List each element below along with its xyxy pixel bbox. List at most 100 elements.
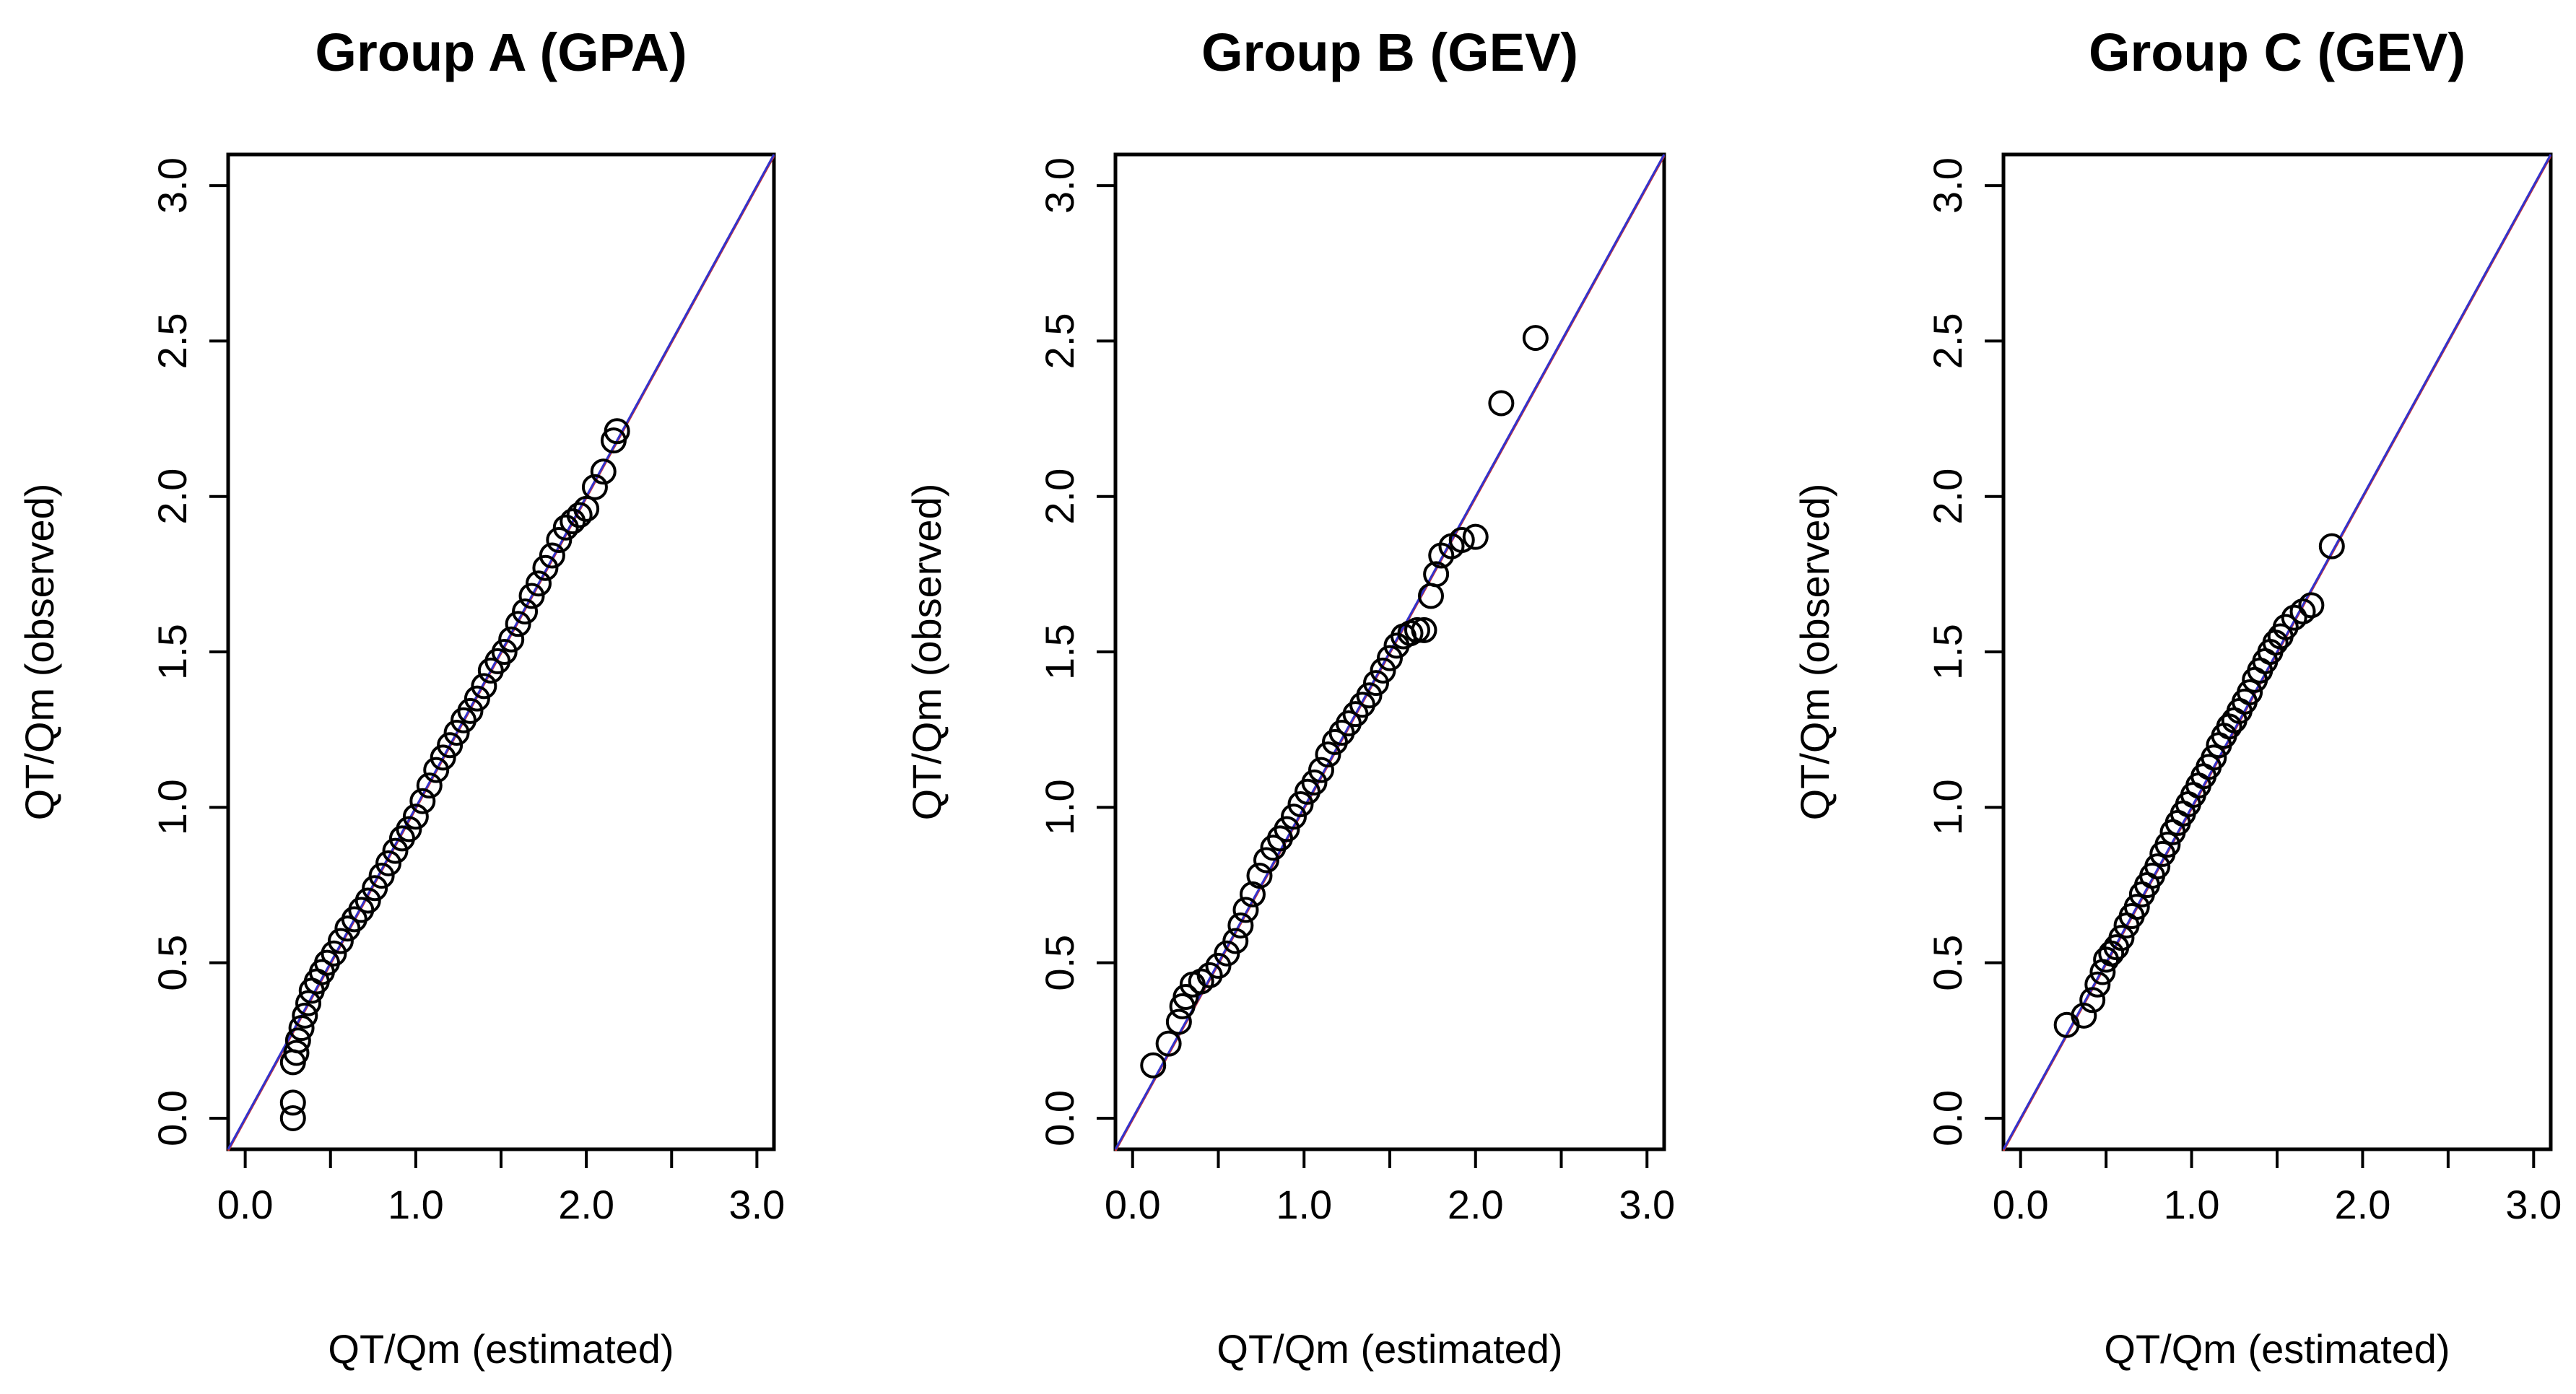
data-point (443, 719, 470, 746)
data-point (368, 863, 395, 889)
data-point (321, 940, 347, 967)
data-point (2289, 598, 2316, 625)
data-point (1418, 583, 1444, 609)
y-tick-label: 3.0 (1925, 157, 1970, 214)
data-point (2071, 1002, 2097, 1029)
data-point (279, 1089, 306, 1116)
data-point (1301, 769, 1328, 796)
data-point (1274, 816, 1300, 842)
data-point (327, 928, 354, 954)
data-point (1287, 791, 1314, 818)
data-point (2154, 831, 2181, 858)
data-point (288, 1015, 315, 1042)
data-point (409, 788, 436, 814)
data-point (2108, 925, 2135, 951)
data-point (1363, 670, 1389, 697)
chart-panel-2: Group B (GEV) 0.0 1.0 2.0 3.0 0.0 0.5 1.0 1.5 2.0… (904, 22, 1675, 1372)
data-point (362, 875, 388, 902)
data-point (2237, 679, 2263, 705)
y-tick-label: 1.0 (1925, 779, 1970, 835)
y-tick-label: 0.5 (149, 935, 195, 991)
data-point (525, 570, 552, 597)
data-point (1140, 1052, 1167, 1079)
data-point (279, 1105, 306, 1131)
data-point (416, 772, 443, 799)
data-point (1423, 561, 1450, 588)
data-point (498, 626, 525, 653)
y-tick-label: 1.5 (149, 624, 195, 680)
data-point (396, 816, 422, 842)
data-point (1462, 523, 1489, 550)
x-tick-label: 3.0 (728, 1182, 785, 1227)
y-tick-label: 1.5 (1925, 624, 1970, 680)
data-point (1522, 325, 1549, 352)
x-tick-label: 1.0 (2164, 1182, 2220, 1227)
data-point (295, 990, 322, 1016)
data-point (1281, 803, 1307, 830)
y-tick-label: 0.5 (1037, 935, 1082, 991)
chart-title: Group C (GEV) (2089, 22, 2466, 82)
x-tick-label: 3.0 (1619, 1182, 1675, 1227)
data-point (1222, 928, 1249, 954)
data-point (437, 732, 464, 759)
data-point (1240, 881, 1266, 907)
data-point (1155, 1030, 1182, 1057)
data-point (566, 502, 593, 528)
data-point (518, 583, 545, 609)
reference-line-blue (1114, 154, 1666, 1150)
y-tick-label: 2.5 (1037, 313, 1082, 369)
data-point (491, 639, 518, 665)
data-point (512, 598, 539, 625)
x-tick-label: 0.0 (1993, 1182, 2049, 1227)
data-point (604, 418, 630, 445)
data-point (457, 697, 484, 724)
data-point (1172, 983, 1199, 1010)
x-tick-label: 2.0 (2335, 1182, 2391, 1227)
data-point (2318, 533, 2345, 559)
data-point (1227, 912, 1254, 938)
data-point (283, 1040, 310, 1066)
data-point (1356, 682, 1383, 709)
x-tick-label: 0.0 (1105, 1182, 1161, 1227)
data-point (430, 744, 456, 771)
x-tick-label: 2.0 (1448, 1182, 1504, 1227)
chart-panel-1: Group A (GPA) 0.0 1.0 2.0 3.0 0.0 0.5 1.0 1.5 2.0… (17, 22, 785, 1372)
data-point (402, 803, 429, 830)
data-point (546, 526, 573, 553)
data-point (1165, 1009, 1192, 1035)
chart-title: Group A (GPA) (315, 22, 687, 82)
data-point (1246, 863, 1273, 889)
y-axis-label: QT/Qm (observed) (17, 484, 62, 821)
reference-line-blue (2002, 154, 2552, 1150)
data-point (423, 757, 450, 783)
data-point (375, 850, 402, 876)
y-tick-label: 2.0 (1037, 469, 1082, 525)
x-tick-label: 1.0 (1276, 1182, 1332, 1227)
data-point (1253, 847, 1279, 874)
data-point (2079, 987, 2106, 1014)
data-point (590, 458, 617, 485)
reference-line-blue (227, 154, 775, 1150)
x-axis-label: QT/Qm (estimated) (1217, 1326, 1562, 1372)
y-tick-label: 0.0 (1925, 1090, 1970, 1146)
data-point (1488, 390, 1515, 417)
y-tick-label: 0.0 (149, 1090, 195, 1146)
data-point (532, 554, 559, 581)
data-point (1411, 617, 1437, 643)
chart-panel-3: Group C (GEV) 0.0 1.0 2.0 3.0 0.0 0.5 1.0 1.5 2.0… (1792, 22, 2562, 1372)
data-point (1196, 962, 1223, 988)
data-point (2201, 744, 2227, 771)
chart-title: Group B (GEV) (1201, 22, 1578, 82)
data-point (292, 1002, 318, 1029)
data-point (505, 611, 531, 637)
x-tick-label: 3.0 (2505, 1182, 2562, 1227)
y-tick-label: 3.0 (149, 157, 195, 214)
y-tick-label: 1.0 (149, 779, 195, 835)
data-point (2281, 604, 2307, 631)
y-tick-label: 2.0 (1925, 469, 1970, 525)
y-axis-label: QT/Qm (observed) (1792, 484, 1837, 821)
data-point (1315, 741, 1341, 768)
x-tick-label: 0.0 (217, 1182, 274, 1227)
data-point (284, 1027, 311, 1054)
y-tick-label: 3.0 (1037, 157, 1082, 214)
